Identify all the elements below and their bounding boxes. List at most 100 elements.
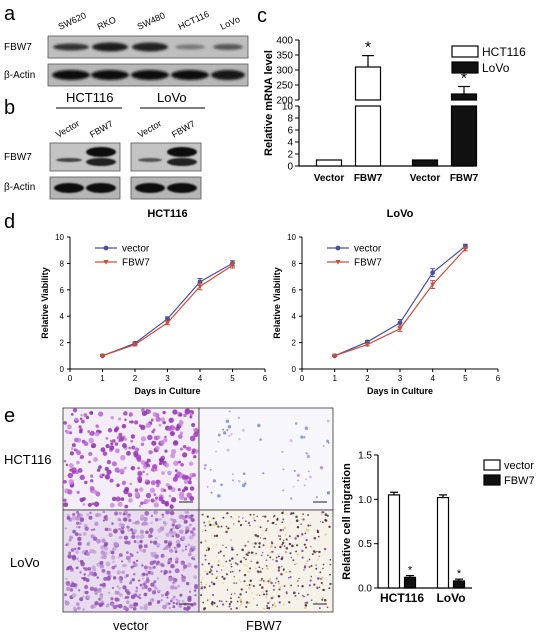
stained-cell: [107, 427, 113, 433]
tick-label: 2: [365, 374, 370, 383]
stained-cell: [171, 597, 175, 601]
stained-cell: [188, 552, 192, 557]
stained-cell: [239, 581, 242, 583]
stained-cell: [98, 465, 102, 469]
stained-cell: [266, 527, 268, 530]
stained-cell: [82, 503, 86, 506]
stained-cell: [275, 559, 278, 563]
stained-cell: [319, 466, 324, 470]
stained-cell: [63, 498, 67, 502]
stained-cell: [82, 595, 85, 598]
stained-cell: [285, 571, 288, 574]
stained-cell: [304, 546, 308, 549]
stained-cell: [101, 568, 106, 573]
stained-cell: [318, 586, 321, 589]
stained-cell: [282, 511, 284, 513]
stained-cell: [74, 547, 77, 550]
stained-cell: [154, 496, 158, 500]
tick-label: 350: [276, 51, 293, 62]
stained-cell: [121, 525, 124, 528]
stained-cell: [129, 581, 132, 585]
stained-cell: [322, 563, 325, 566]
stained-cell: [295, 515, 298, 519]
stained-cell: [161, 513, 164, 517]
data-point: [430, 270, 436, 276]
stained-cell: [279, 538, 282, 541]
stained-cell: [121, 560, 124, 563]
stained-cell: [151, 430, 155, 434]
stained-cell: [187, 562, 192, 568]
stained-cell: [193, 428, 197, 432]
stained-cell: [296, 473, 300, 477]
stained-cell: [310, 599, 313, 602]
stained-cell: [311, 553, 314, 556]
stained-cell: [200, 541, 203, 544]
stained-cell: [245, 605, 248, 609]
data-point: [397, 326, 403, 332]
stained-cell: [323, 547, 327, 551]
stained-cell: [283, 545, 286, 547]
stained-cell: [171, 523, 175, 527]
bar: [452, 580, 466, 589]
stained-cell: [172, 526, 175, 530]
stained-cell: [220, 525, 223, 528]
stained-cell: [71, 582, 76, 588]
stained-cell: [277, 569, 281, 572]
stained-cell: [166, 596, 169, 599]
stained-cell: [294, 537, 297, 540]
stained-cell: [172, 595, 176, 599]
stained-cell: [178, 604, 183, 608]
stained-cell: [83, 413, 88, 418]
stained-cell: [78, 425, 82, 429]
stained-cell: [80, 561, 85, 567]
stained-cell: [174, 550, 178, 553]
stained-cell: [267, 607, 271, 610]
stained-cell: [104, 527, 109, 532]
stained-cell: [254, 567, 257, 570]
stained-cell: [274, 582, 277, 584]
stained-cell: [296, 553, 299, 556]
stained-cell: [188, 590, 192, 593]
stained-cell: [261, 551, 264, 554]
stained-cell: [174, 568, 180, 574]
stained-cell: [137, 579, 141, 582]
stained-cell: [280, 557, 283, 561]
stained-cell: [155, 542, 161, 548]
stained-cell: [322, 583, 324, 586]
stained-cell: [181, 574, 184, 577]
stained-cell: [132, 606, 137, 611]
stained-cell: [256, 561, 259, 564]
stained-cell: [319, 571, 322, 574]
stained-cell: [228, 605, 231, 608]
stained-cell: [99, 596, 103, 600]
stained-cell: [211, 593, 215, 596]
stained-cell: [215, 544, 217, 546]
stained-cell: [71, 447, 74, 450]
stained-cell: [261, 554, 263, 557]
stained-cell: [212, 582, 216, 586]
stained-cell: [99, 564, 104, 569]
stained-cell: [238, 437, 241, 441]
stained-cell: [250, 560, 252, 562]
stained-cell: [145, 576, 150, 580]
stained-cell: [154, 517, 159, 522]
stained-cell: [289, 570, 291, 573]
stained-cell: [119, 468, 125, 474]
stained-cell: [205, 583, 207, 586]
stained-cell: [204, 558, 207, 561]
tick-label: 6: [287, 126, 293, 137]
stained-cell: [303, 566, 307, 569]
stained-cell: [251, 543, 254, 545]
stained-cell: [137, 476, 143, 482]
blot-b-lane-label: FBW7: [170, 119, 197, 140]
stained-cell: [308, 558, 311, 561]
blot-band: [138, 158, 162, 162]
stained-cell: [87, 574, 90, 577]
stained-cell: [281, 521, 284, 524]
stained-cell: [245, 591, 248, 593]
stained-cell: [72, 407, 78, 413]
blot-band: [52, 70, 90, 80]
stained-cell: [139, 487, 144, 492]
stained-cell: [129, 414, 132, 417]
stained-cell: [204, 539, 207, 543]
